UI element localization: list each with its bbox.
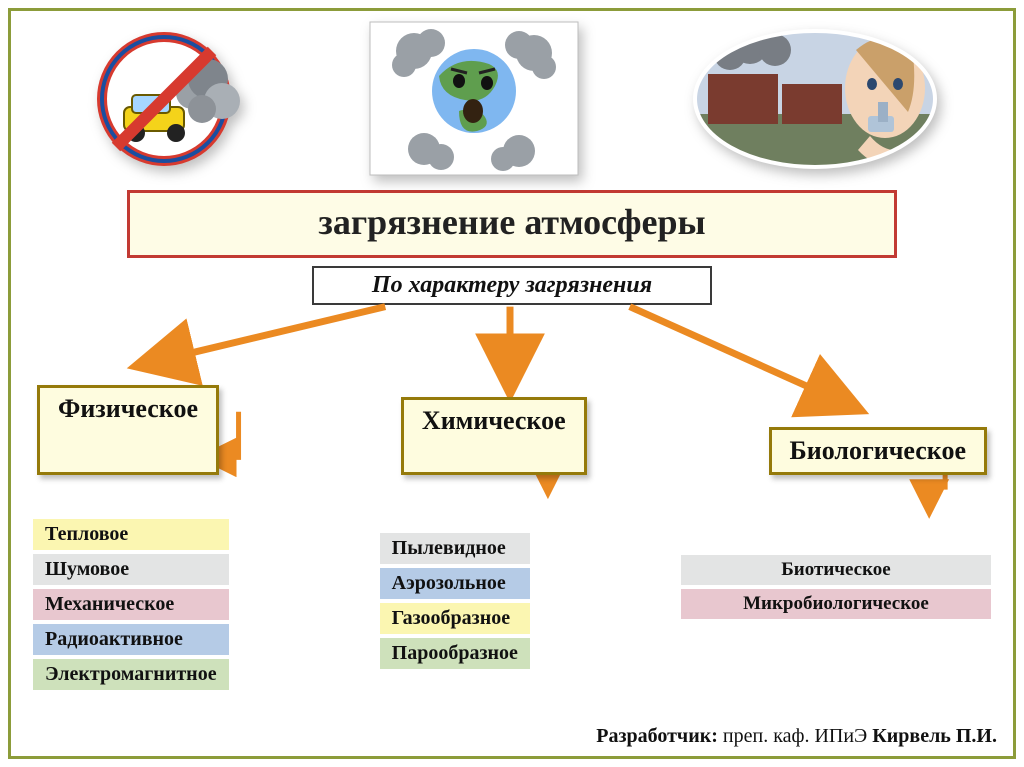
chemical-list: Пылевидное Аэрозольное Газообразное Парообр… [380,533,530,669]
footer-label: Разработчик: [596,725,718,747]
category-biological: Биологическое [769,427,987,475]
category-chemical-label: Химическое [422,406,566,435]
category-physical-label: Физическое [58,394,198,423]
images-row [29,21,995,176]
chemical-item: Аэрозольное [380,568,530,599]
title-text: загрязнение атмосферы [318,202,705,242]
category-physical: Физическое [37,385,219,475]
biological-list: Биотическое Микробиологическое [681,555,991,619]
biological-item: Микробиологическое [681,589,991,619]
footer-name: Кирвель П.И. [872,725,997,747]
physical-item: Шумовое [33,554,229,585]
illustration-car-exhaust [84,29,259,169]
footer-credit: Разработчик: преп. каф. ИПиЭ Кирвель П.И… [596,725,997,748]
category-biological-label: Биологическое [790,436,966,465]
physical-item: Тепловое [33,519,229,550]
physical-list: Тепловое Шумовое Механическое Радиоактивное… [33,519,229,690]
category-row: Физическое Химическое Биологическое [29,385,995,475]
illustration-earth [369,21,579,176]
category-chemical: Химическое [401,397,587,475]
chemical-item: Пылевидное [380,533,530,564]
slide-frame: загрязнение атмосферы По характеру загря… [8,8,1016,759]
lists-row: Тепловое Шумовое Механическое Радиоактивное… [29,519,995,690]
subtitle-text: По характеру загрязнения [372,272,652,298]
illustration-inhaler [690,24,940,174]
physical-item: Механическое [33,589,229,620]
biological-item: Биотическое [681,555,991,585]
physical-item: Радиоактивное [33,624,229,655]
physical-item: Электромагнитное [33,659,229,690]
chemical-item: Газообразное [380,603,530,634]
subtitle-box: По характеру загрязнения [312,266,712,305]
chemical-item: Парообразное [380,638,530,669]
footer-pre: преп. каф. ИПиЭ [718,725,872,747]
title-box: загрязнение атмосферы [127,190,897,258]
